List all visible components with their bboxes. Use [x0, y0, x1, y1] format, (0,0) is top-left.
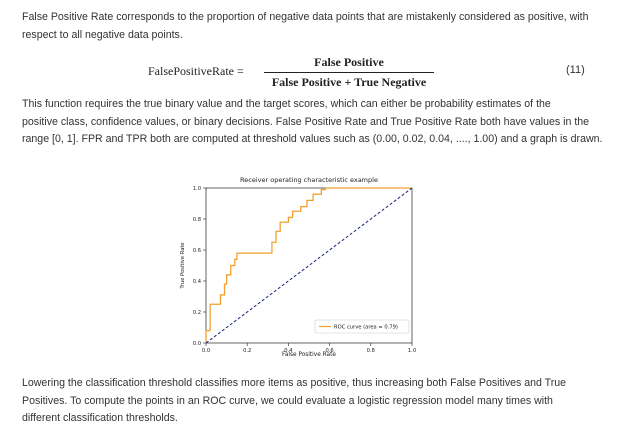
equation-lhs: FalsePositiveRate = [148, 64, 244, 78]
x-axis-label: False Positive Rate [282, 352, 336, 358]
y-tick-label: 0.6 [193, 248, 201, 254]
x-tick-label: 0.4 [284, 348, 293, 354]
y-tick-label: 0.0 [193, 341, 201, 347]
roc-chart: Receiver operating characteristic exampl… [180, 176, 416, 358]
x-tick-label: 0.8 [367, 348, 375, 354]
x-tick-label: 1.0 [408, 348, 416, 354]
chance-diagonal-line [205, 187, 413, 344]
outro-line-2: Positives. To compute the points in an R… [22, 394, 553, 407]
x-tick-label: 0.0 [202, 348, 210, 354]
x-tick-label: 0.2 [243, 348, 251, 354]
intro-line-1: False Positive Rate corresponds to the p… [22, 11, 589, 23]
fraction-bar [264, 72, 434, 73]
x-axis-ticks: 0.0 0.2 0.4 0.6 0.8 1.0 [202, 343, 416, 354]
chart-legend: ROC curve (area = 0.79) [314, 319, 410, 334]
equation-denominator: False Positive + True Negative [271, 75, 427, 89]
outro-paragraph: Lowering the classification threshold cl… [22, 375, 622, 428]
x-tick-label: 0.6 [325, 348, 333, 354]
description-line-1: This function requires the true binary v… [22, 98, 551, 110]
chart-title: Receiver operating characteristic exampl… [240, 176, 378, 184]
y-tick-label: 0.2 [193, 310, 201, 316]
description-paragraph: This function requires the true binary v… [22, 96, 622, 149]
plot-frame [205, 187, 413, 344]
equation: FalsePositiveRate = False Positive False… [0, 55, 642, 91]
description-line-2: positive class, confidence values, or bi… [22, 115, 590, 128]
intro-line-2: respect to all negative data points. [22, 28, 183, 41]
equation-fraction: False Positive False Positive + True Neg… [264, 55, 434, 90]
y-tick-label: 0.8 [193, 217, 201, 223]
description-line-3: range [0, 1]. FPR and TPR both are compu… [22, 133, 603, 145]
intro-paragraph: False Positive Rate corresponds to the p… [22, 9, 622, 44]
outro-line-1: Lowering the classification threshold cl… [22, 377, 567, 389]
legend-label: ROC curve (area = 0.79) [334, 325, 398, 331]
series-layer [205, 187, 413, 344]
y-axis-ticks: 0.0 0.2 0.4 0.6 0.8 1.0 [193, 186, 206, 347]
roc-curve-line [205, 187, 412, 343]
y-tick-label: 1.0 [193, 186, 201, 192]
y-tick-label: 0.4 [193, 279, 202, 285]
outro-line-3: different classification thresholds. [22, 412, 178, 424]
equation-number: (11) [566, 64, 585, 76]
legend-box [314, 319, 410, 334]
y-axis-label: True Positive Rate [180, 242, 186, 289]
equation-numerator: False Positive [314, 55, 384, 69]
